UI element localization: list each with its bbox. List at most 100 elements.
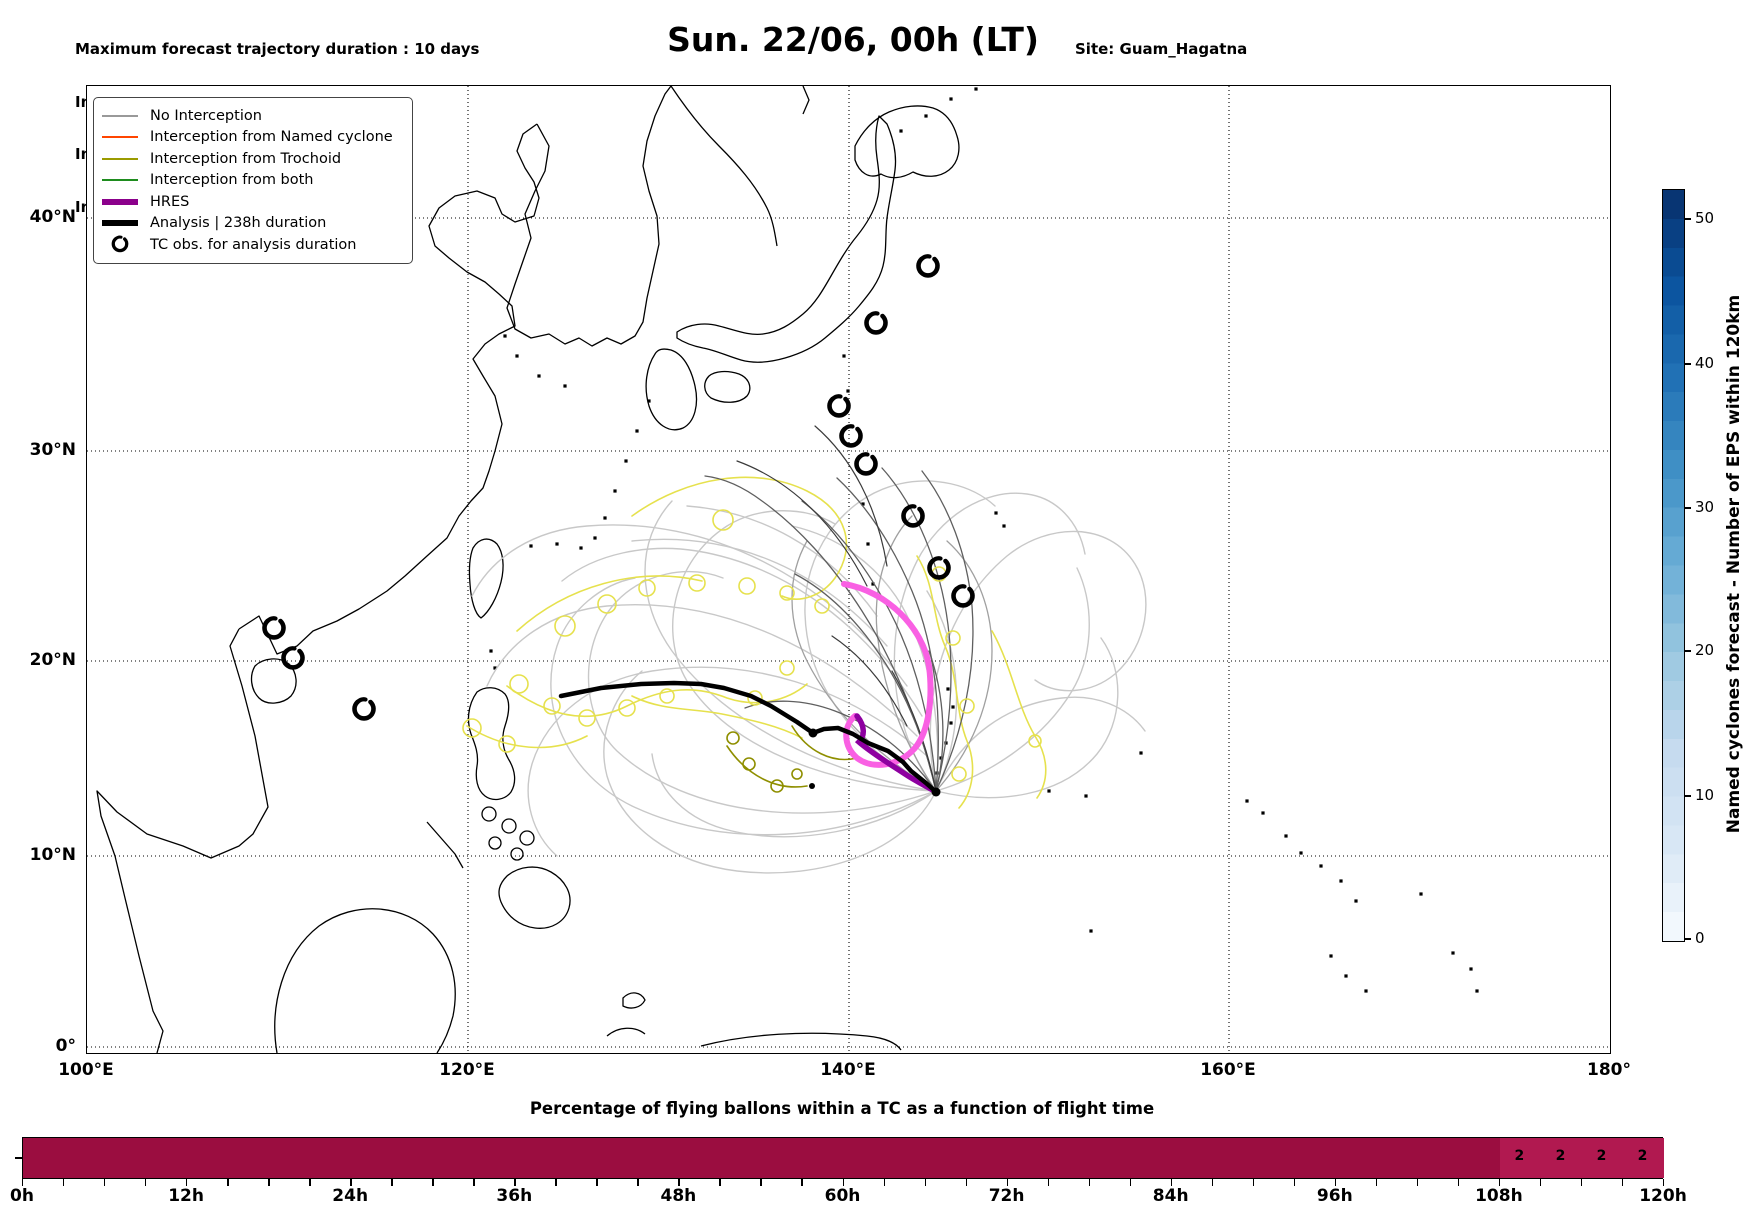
trochoid-loop [747,690,763,706]
colorbar-tick-label: 20 [1695,641,1715,659]
island-dot [1419,892,1423,896]
island-dot [537,374,541,378]
island-dot [1245,799,1249,803]
eps-trajectory [791,525,939,792]
eps-trajectory [550,577,937,836]
legend-line-swatch [102,198,138,205]
eps-trajectory [921,470,974,792]
legend-item-label: Interception from Named cyclone [150,129,393,146]
eps-trajectory [916,555,974,809]
island-dot [1002,524,1006,528]
legend-item-label: TC obs. for analysis duration [150,236,357,253]
coastline [670,86,778,247]
x-axis-tick [596,1179,598,1186]
x-axis-tick [719,1179,721,1186]
eps-trajectory [814,425,888,567]
island-dot [939,756,943,760]
bin-count-label: 2 [1555,1148,1566,1164]
trochoid-loop [638,579,656,597]
island-dot [555,542,559,546]
x-axis-tick [1006,1179,1008,1186]
x-axis-label: 84h [1152,1186,1189,1206]
bottom-chart-title: Percentage of flying ballons within a TC… [529,1099,1155,1118]
legend-item-label: Interception from Trochoid [150,150,342,167]
trajectory-map [87,86,1610,1053]
eps-trajectory [928,650,944,792]
eps-trajectory [686,505,878,617]
tc-cyclone-icon [352,697,376,721]
track-knot [931,787,941,797]
colorbar-tick-mark [1685,938,1691,940]
island-dot [515,354,519,358]
x-axis-tick [1129,1179,1132,1186]
eps-trajectory [631,695,803,739]
trochoid-loop [498,735,516,753]
island-dot [603,516,607,520]
x-axis-tick [1252,1179,1255,1186]
x-axis-tick [432,1179,434,1186]
island-dot [951,705,955,709]
x-axis-tick [1416,1179,1419,1186]
x-axis-tick [350,1179,352,1186]
eps-colorbar [1662,189,1685,942]
eps-trajectory [881,467,952,792]
legend-item-label: HRES [150,193,190,210]
colorbar-tick-mark [1685,650,1691,652]
param-line: Maximum forecast trajectory duration : 1… [75,40,480,58]
coastline [676,115,897,363]
x-axis-tick [391,1179,393,1186]
island-dot [1344,974,1348,978]
legend-line-swatch [102,179,138,182]
balloon-tc-bar [22,1137,1664,1179]
bin-count-label: 2 [1596,1148,1607,1164]
x-axis-tick [1088,1179,1091,1186]
eps-trajectory [831,635,908,727]
island-dot [1469,967,1473,971]
map-legend: No Interception Interception from Named c… [93,97,413,264]
tc-cyclone-icon [927,556,951,580]
trochoid-loop [742,757,756,771]
island-outline [488,836,502,850]
trochoid-loop [554,615,576,637]
x-axis-tick [22,1179,24,1186]
colorbar-tick-label: 10 [1695,786,1715,804]
x-axis-label: 72h [988,1186,1025,1206]
legend-item-label: No Interception [150,107,262,124]
legend-line-swatch [102,220,138,227]
legend-item: TC obs. for analysis duration [102,234,402,256]
island-dot [489,649,493,653]
legend-line-swatch [102,157,138,160]
x-axis-label: 36h [496,1186,533,1206]
island-dot [613,489,617,493]
legend-item: No Interception [102,105,402,127]
x-axis-label: 108h [1475,1186,1523,1206]
eps-trajectory [891,670,937,792]
trochoid-loop [712,509,734,531]
track-knot [808,728,818,738]
bottom-chart-y-tick [15,1157,22,1159]
island-dot [949,721,953,725]
island-dot [1299,851,1303,855]
x-axis-label: 24h [332,1186,369,1206]
eps-trajectory [836,477,939,792]
coastline [704,370,751,403]
eps-trajectory [587,571,937,814]
colorbar-tick-mark [1685,507,1691,509]
legend-item-label: Interception from both [150,172,314,189]
hres-track [841,581,934,768]
coastline [498,866,571,929]
legend-item: Interception from both [102,170,402,192]
trochoid-loop [814,598,830,614]
eps-trajectory [651,753,937,838]
x-axis-label: 12h [168,1186,204,1206]
x-axis-label: 120h [1639,1186,1687,1206]
tc-cyclone-icon [281,646,305,670]
x-axis-tick [145,1179,147,1186]
legend-item: HRES [102,191,402,213]
x-axis-tick [1334,1179,1337,1186]
eps-trajectory [704,475,937,792]
island-dot [924,114,928,118]
tc-cyclone-icon [864,311,888,335]
island-dot [949,97,953,101]
